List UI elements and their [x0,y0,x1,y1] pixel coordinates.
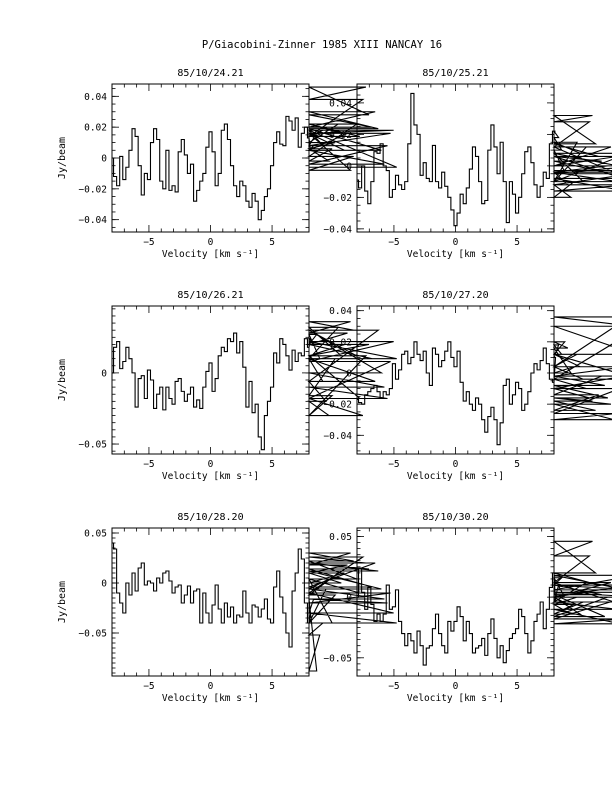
x-tick-label: 5 [514,681,520,692]
y-tick-label: −0.05 [78,440,107,451]
x-tick-label: 0 [453,459,459,470]
y-axis-label: Jy/beam [57,359,68,401]
spectrum-trace [112,86,397,221]
x-tick-label: 5 [514,237,520,248]
y-tick-label: 0 [346,161,352,172]
spectrum-panel: −5 0 5 −0.04 −0.02 0 0.02 0.04 85/10/24.21 Veloci… [57,68,397,260]
y-tick-label: 0.04 [329,306,352,317]
y-tick-label: −0.04 [323,431,352,442]
x-axis-label: Velocity [km s⁻¹] [162,693,259,704]
spectrum-panel: −5 0 5 −0.04 −0.02 0 0.02 0.04 85/10/25.21 Veloci… [323,68,612,260]
x-axis-label: Velocity [km s⁻¹] [162,471,259,482]
y-tick-label: 0.04 [329,98,352,109]
y-tick-label: −0.04 [78,215,107,226]
page-title: P/Giacobini-Zinner 1985 XIII NANCAY 16 [202,39,442,51]
x-tick-label: 5 [269,459,275,470]
x-tick-label: −5 [388,459,399,470]
panel-title: 85/10/26.21 [177,290,243,301]
y-tick-label: 0 [101,154,107,165]
y-axis-label: Jy/beam [57,581,68,623]
x-tick-label: 5 [514,459,520,470]
y-tick-label: −0.05 [78,629,107,640]
x-tick-label: −5 [143,237,154,248]
x-axis-label: Velocity [km s⁻¹] [407,471,504,482]
plot-frame [111,527,310,677]
x-tick-label: −5 [143,459,154,470]
y-tick-label: 0 [346,593,352,604]
y-tick-label: 0.02 [329,337,352,348]
y-tick-label: 0.05 [84,529,107,540]
spectrum-trace [357,540,612,666]
y-tick-label: −0.05 [323,653,352,664]
x-tick-label: 5 [269,681,275,692]
spectrum-panel: −5 0 5 −0.05 0 0.05 85/10/28.20 Velocity [km s⁻… [57,512,397,704]
x-tick-label: 0 [208,237,214,248]
y-tick-label: 0 [101,579,107,590]
y-tick-label: 0.04 [84,92,107,103]
spectrum-trace [357,92,612,227]
spectrum-trace [112,321,397,451]
x-axis-label: Velocity [km s⁻¹] [162,249,259,260]
spectra-panels: −5 0 5 −0.04 −0.02 0 0.02 0.04 85/10/24.21 Veloci… [57,68,612,704]
y-tick-label: −0.02 [323,193,352,204]
y-tick-label: 0.02 [329,130,352,141]
x-axis-label: Velocity [km s⁻¹] [407,693,504,704]
x-tick-label: −5 [388,681,399,692]
panel-title: 85/10/28.20 [177,512,243,523]
x-axis-label: Velocity [km s⁻¹] [407,249,504,260]
panel-title: 85/10/27.20 [422,290,488,301]
plot-frame [111,83,310,233]
y-tick-label: −0.02 [323,400,352,411]
y-tick-label: −0.04 [323,224,352,235]
x-tick-label: 0 [453,681,459,692]
spectrum-panel: −5 0 5 −0.04 −0.02 0 0.02 0.04 85/10/27.20 Veloci… [323,290,612,482]
x-tick-label: 0 [453,237,459,248]
plot-frame [111,305,310,455]
x-tick-label: 0 [208,459,214,470]
y-tick-label: −0.02 [78,184,107,195]
panel-title: 85/10/30.20 [422,512,488,523]
y-tick-label: 0.02 [84,123,107,134]
x-tick-label: 0 [208,681,214,692]
panel-title: 85/10/24.21 [177,68,243,79]
spectrum-panel: −5 0 5 −0.05 0 85/10/26.21 Velocity [km s⁻¹] Jy… [57,290,397,482]
x-tick-label: −5 [388,237,399,248]
panel-title: 85/10/25.21 [422,68,488,79]
spectrum-trace [112,542,397,672]
y-tick-label: 0 [101,368,107,379]
plot-frame [356,305,555,455]
y-tick-label: 0 [346,368,352,379]
y-axis-label: Jy/beam [57,137,68,179]
spectrum-panel: −5 0 5 −0.05 0 0.05 85/10/30.20 Velocity [km s⁻… [323,512,612,704]
x-tick-label: −5 [143,681,154,692]
y-tick-label: 0.05 [329,532,352,543]
spectrum-trace [357,316,612,446]
x-tick-label: 5 [269,237,275,248]
